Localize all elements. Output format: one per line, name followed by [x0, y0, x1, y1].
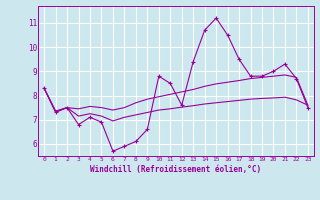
X-axis label: Windchill (Refroidissement éolien,°C): Windchill (Refroidissement éolien,°C) — [91, 165, 261, 174]
